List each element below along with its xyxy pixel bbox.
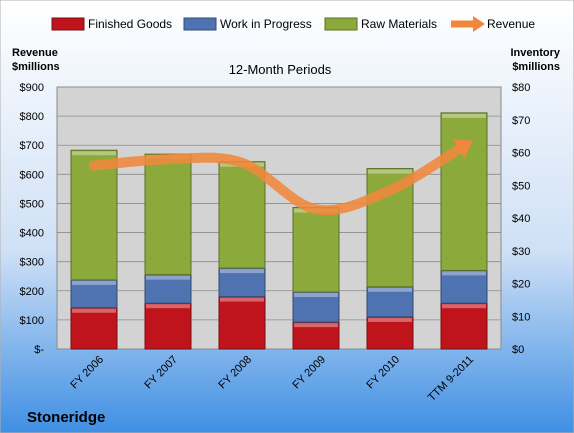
bar-highlight	[368, 287, 412, 292]
plot-area	[56, 86, 502, 350]
legend: Finished Goods Work in Progress Raw Materi…	[51, 16, 535, 32]
bar-highlight	[294, 323, 338, 328]
bar-finished-goods	[440, 302, 488, 350]
bar-raw-materials	[292, 207, 340, 293]
legend-label-raw-materials: Raw Materials	[361, 17, 437, 31]
legend-swatch-revenue-arrow	[473, 16, 485, 32]
bar-raw-materials	[218, 161, 266, 269]
right-tick-label: $50	[512, 180, 530, 192]
revenue-line-group	[89, 139, 473, 216]
bar-highlight	[442, 113, 486, 118]
bar-finished-goods	[366, 316, 414, 350]
bar-highlight	[72, 280, 116, 285]
bar-raw-materials	[144, 153, 192, 276]
legend-swatch-finished-goods	[51, 17, 85, 31]
chart-subtitle: 12-Month Periods	[229, 62, 332, 77]
right-tick-labels: $0 $10 $20 $30 $40 $50 $60 $70 $80	[512, 82, 530, 356]
revenue-line	[89, 140, 469, 216]
bar-work-in-progress	[292, 291, 340, 323]
bar-highlight	[220, 297, 264, 302]
right-tick-label: $20	[512, 279, 530, 291]
bar-highlight	[368, 317, 412, 322]
bar-highlight	[146, 304, 190, 309]
bar-highlight	[442, 304, 486, 309]
left-tick-label: $800	[20, 111, 44, 123]
legend-label-work-in-progress: Work in Progress	[220, 17, 312, 31]
bar-finished-goods	[144, 302, 192, 350]
legend-swatch-work-in-progress	[183, 17, 217, 31]
left-tick-label: $700	[20, 140, 44, 152]
right-axis-label-line2: $millions	[512, 61, 560, 73]
left-tick-labels: $- $100 $200 $300 $400 $500 $600 $700 $800 $900	[20, 82, 45, 356]
bar-raw-materials	[440, 112, 488, 271]
legend-label-revenue: Revenue	[487, 17, 535, 31]
bar-highlight	[294, 293, 338, 298]
left-tick-label: $200	[20, 286, 44, 298]
bar-work-in-progress	[440, 269, 488, 304]
right-tick-label: $80	[512, 82, 530, 94]
bar-finished-goods	[70, 307, 118, 350]
left-tick-label: $500	[20, 198, 44, 210]
bar-highlight	[146, 275, 190, 280]
bar-highlight	[72, 308, 116, 313]
left-tick-label: $400	[20, 228, 44, 240]
bar-highlight	[442, 271, 486, 276]
left-tick-label: $600	[20, 169, 44, 181]
right-tick-label: $0	[512, 344, 524, 356]
left-tick-label: $300	[20, 257, 44, 269]
right-axis-label-line1: Inventory	[510, 47, 560, 59]
left-tick-label: $100	[20, 315, 44, 327]
right-tick-label: $60	[512, 148, 530, 160]
bar-highlight	[72, 151, 116, 156]
right-tick-label: $40	[512, 213, 530, 225]
left-tick-label: $900	[20, 82, 44, 94]
right-tick-label: $70	[512, 115, 530, 127]
left-axis-label-line2: $millions	[12, 61, 60, 73]
left-tick-label: $-	[34, 344, 44, 356]
bar-group	[70, 112, 488, 350]
bar-highlight	[220, 269, 264, 274]
bar-raw-materials	[70, 149, 118, 281]
company-name: Stoneridge	[27, 409, 105, 426]
right-tick-label: $30	[512, 246, 530, 258]
bar-finished-goods	[218, 296, 266, 350]
right-tick-label: $10	[512, 311, 530, 323]
legend-label-finished-goods: Finished Goods	[88, 17, 172, 31]
legend-swatch-raw-materials	[324, 17, 358, 31]
revenue-arrowhead	[453, 139, 473, 159]
bar-work-in-progress	[366, 286, 414, 318]
left-axis-label-line1: Revenue	[12, 47, 58, 59]
bar-highlight	[368, 169, 412, 174]
